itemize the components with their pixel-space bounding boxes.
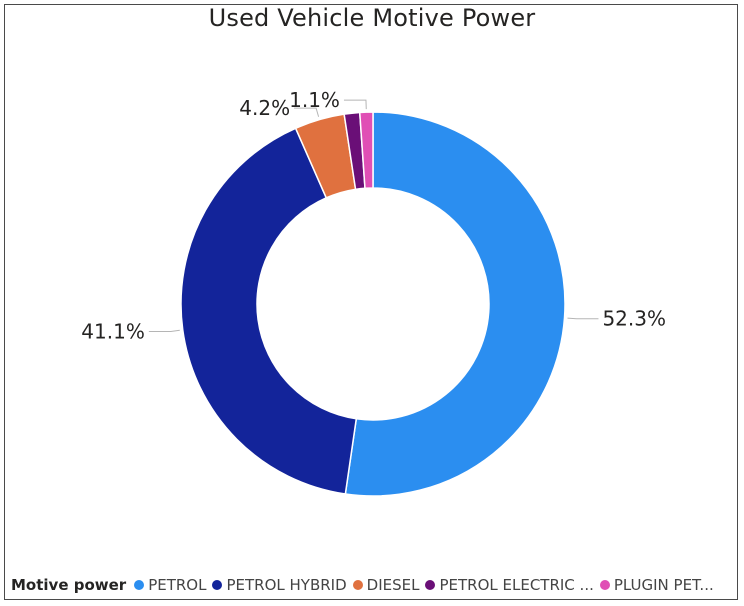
legend-label: PLUGIN PET... [613,576,714,594]
data-label-diesel: 4.2% [239,96,290,120]
legend-label: PETROL ELECTRIC ... [439,576,594,594]
legend-dot-icon [352,580,363,590]
legend-label: PETROL [148,576,207,594]
legend-item-petrol-electric-hybrid[interactable]: PETROL ELECTRIC ... [425,576,594,594]
leader-line-plugin-petrol-hybrid [343,99,367,110]
slice-petrol[interactable] [344,111,566,497]
slice-petrol-hybrid[interactable] [180,127,358,495]
legend-label: DIESEL [366,576,420,594]
legend-dot-icon [599,580,610,590]
slice-plugin-petrol-hybrid[interactable] [358,111,374,190]
chart-title: Used Vehicle Motive Power [208,4,536,32]
legend-item-diesel[interactable]: DIESEL [352,576,420,594]
legend: Motive power PETROL PETROL HYBRID DIESEL… [11,575,714,595]
legend-item-plugin-petrol-hybrid[interactable]: PLUGIN PET... [599,576,714,594]
data-label-plugin-petrol-hybrid: 1.1% [289,88,340,112]
legend-title: Motive power [11,576,127,594]
legend-dot-icon [212,580,223,590]
data-label-petrol-hybrid: 41.1% [81,319,145,343]
chart-frame [4,4,738,600]
legend-item-petrol-hybrid[interactable]: PETROL HYBRID [212,576,347,594]
leader-line-petrol-hybrid [148,329,180,332]
leader-line-petrol [567,317,599,320]
legend-label: PETROL HYBRID [226,576,347,594]
legend-dot-icon [425,580,436,590]
legend-item-petrol[interactable]: PETROL [134,576,206,594]
data-label-petrol: 52.3% [602,307,666,331]
leader-line-diesel [294,107,320,117]
legend-dot-icon [134,580,145,590]
